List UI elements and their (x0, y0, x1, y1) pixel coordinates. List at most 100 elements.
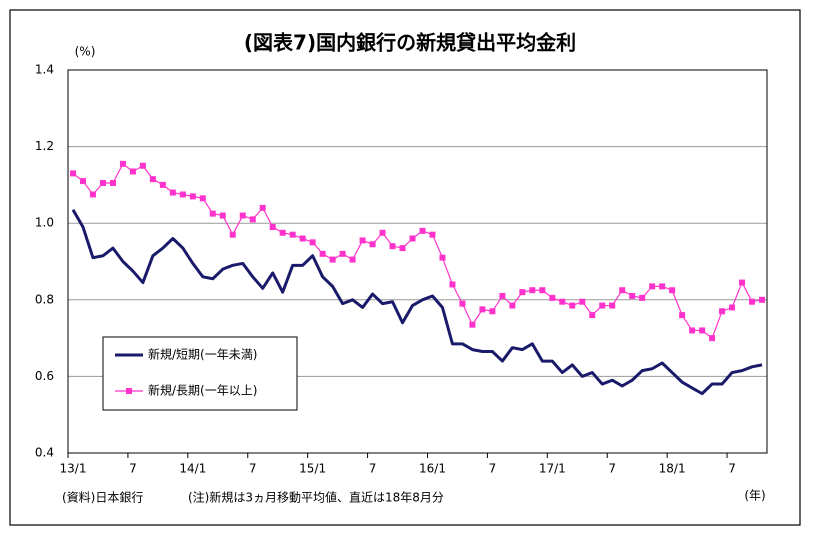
source: (資料)日本銀行 (62, 491, 143, 505)
marker (409, 235, 416, 242)
marker (199, 195, 206, 202)
marker (559, 298, 566, 305)
marker (569, 302, 576, 309)
x-tick-label: 16/1 (419, 462, 446, 476)
marker (189, 193, 196, 200)
x-tick-label: 7 (249, 462, 257, 476)
marker (129, 168, 136, 175)
marker (439, 254, 446, 261)
x-tick-label: 15/1 (299, 462, 326, 476)
marker (289, 231, 296, 238)
marker (149, 176, 156, 183)
marker (159, 181, 166, 188)
marker (739, 279, 746, 286)
y-unit: (%) (75, 45, 96, 59)
marker (519, 289, 526, 296)
marker (379, 229, 386, 236)
marker (339, 250, 346, 257)
marker (659, 283, 666, 290)
marker (609, 302, 616, 309)
marker (579, 298, 586, 305)
y-tick-label: 1.0 (35, 216, 54, 230)
marker (529, 287, 536, 294)
y-tick-label: 0.6 (35, 369, 54, 383)
marker (119, 160, 126, 167)
marker (709, 335, 716, 342)
marker (539, 287, 546, 294)
x-tick-label: 18/1 (659, 462, 686, 476)
legend (102, 336, 298, 411)
x-tick-label: 7 (369, 462, 377, 476)
marker (389, 243, 396, 250)
marker (99, 179, 106, 186)
marker (679, 312, 686, 319)
marker (209, 210, 216, 217)
marker (459, 300, 466, 307)
marker (79, 178, 86, 185)
marker (699, 327, 706, 334)
marker (69, 170, 76, 177)
marker (469, 321, 476, 328)
marker (719, 308, 726, 315)
marker (359, 237, 366, 244)
plot-area (67, 69, 768, 454)
marker (689, 327, 696, 334)
x-tick-label: 13/1 (60, 462, 87, 476)
marker (169, 189, 176, 196)
marker (549, 294, 556, 301)
note: (注)新規は3ヵ月移動平均値、直近は18年8月分 (188, 490, 444, 505)
x-tick-label: 17/1 (539, 462, 566, 476)
marker (489, 308, 496, 315)
x-tick-label: 14/1 (179, 462, 206, 476)
marker (639, 294, 646, 301)
marker (449, 281, 456, 288)
x-tick-label: 7 (608, 462, 616, 476)
marker (239, 212, 246, 219)
marker (509, 302, 516, 309)
marker (229, 231, 236, 238)
marker (749, 298, 756, 305)
marker (139, 162, 146, 169)
x-tick-label: 7 (489, 462, 497, 476)
marker (89, 191, 96, 198)
marker (429, 231, 436, 238)
marker (309, 239, 316, 246)
marker (619, 287, 626, 294)
marker (499, 292, 506, 299)
marker (109, 179, 116, 186)
marker (219, 212, 226, 219)
marker (419, 227, 426, 234)
y-tick-label: 0.8 (35, 292, 54, 306)
x-tick-label: 7 (728, 462, 736, 476)
marker (369, 241, 376, 248)
marker (759, 296, 766, 303)
marker (629, 292, 636, 299)
legend-marker (126, 388, 132, 394)
marker (479, 306, 486, 313)
marker (269, 224, 276, 231)
marker (259, 204, 266, 211)
x-unit: (年) (744, 489, 765, 503)
marker (349, 256, 356, 263)
marker (329, 256, 336, 263)
marker (589, 312, 596, 319)
marker (299, 235, 306, 242)
marker (399, 245, 406, 252)
y-tick-label: 0.4 (35, 446, 54, 460)
legend-label: 新規/短期(一年未満) (148, 347, 257, 362)
marker (279, 229, 286, 236)
marker (649, 283, 656, 290)
legend-label: 新規/長期(一年以上) (148, 383, 257, 398)
chart-title: (図表7)国内銀行の新規貸出平均金利 (244, 31, 576, 55)
series-line (72, 163, 763, 339)
y-tick-label: 1.4 (35, 63, 54, 77)
y-tick-label: 1.2 (35, 139, 54, 153)
series-line (71, 209, 763, 396)
marker (669, 287, 676, 294)
frame (9, 9, 801, 526)
marker (729, 304, 736, 311)
marker (249, 216, 256, 223)
marker (599, 302, 606, 309)
marker (319, 250, 326, 257)
